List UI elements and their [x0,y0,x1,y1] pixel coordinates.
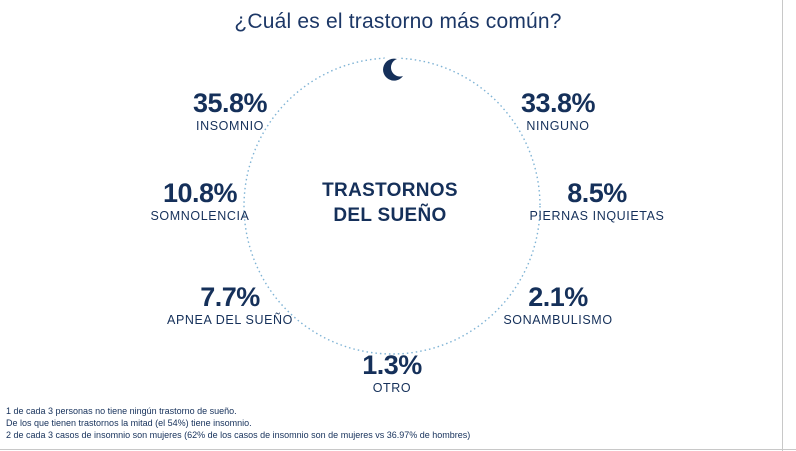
category-label: OTRO [372,381,412,395]
category-label: SONAMBULISMO [503,313,613,327]
category-label: APNEA DEL SUEÑO [167,313,293,327]
data-value: 10.8% [162,178,238,208]
data-label-item: 7.7% APNEA DEL SUEÑO [120,282,340,328]
category-label: SOMNOLENCIA [150,209,250,223]
data-label-item: 2.1% SONAMBULISMO [448,282,668,328]
data-value: 35.8% [192,88,268,118]
category-label: INSOMNIO [196,119,264,133]
footnote-3: 2 de cada 3 casos de insomnio son mujere… [6,430,471,440]
crescent-moon-icon [379,56,405,82]
frame-right-border [782,0,783,451]
data-value: 7.7% [200,282,260,312]
data-value: 1.3% [362,350,422,380]
footnote-1: 1 de cada 3 personas no tiene ningún tra… [6,406,237,416]
center-label-line1: TRASTORNOS [322,180,458,201]
footnote-2: De los que tienen trastornos la mitad (e… [6,418,252,428]
data-value: 2.1% [528,282,588,312]
data-label-item: 35.8% INSOMNIO [120,88,340,134]
center-label: TRASTORNOS DEL SUEÑO [290,178,490,228]
data-label-item: 1.3% OTRO [282,350,502,396]
frame-bottom-border [0,449,796,450]
footnotes: 1 de cada 3 personas no tiene ningún tra… [6,405,470,441]
data-label-item: 10.8% SOMNOLENCIA [90,178,310,224]
category-label: PIERNAS INQUIETAS [529,209,665,223]
center-label-line2: DEL SUEÑO [333,205,447,226]
category-label: NINGUNO [526,119,590,133]
dotted-ring [243,57,541,355]
chart-title: ¿Cuál es el trastorno más común? [234,10,562,33]
data-label-item: 8.5% PIERNAS INQUIETAS [487,178,707,224]
data-value: 33.8% [520,88,596,118]
data-label-item: 33.8% NINGUNO [448,88,668,134]
data-value: 8.5% [567,178,627,208]
